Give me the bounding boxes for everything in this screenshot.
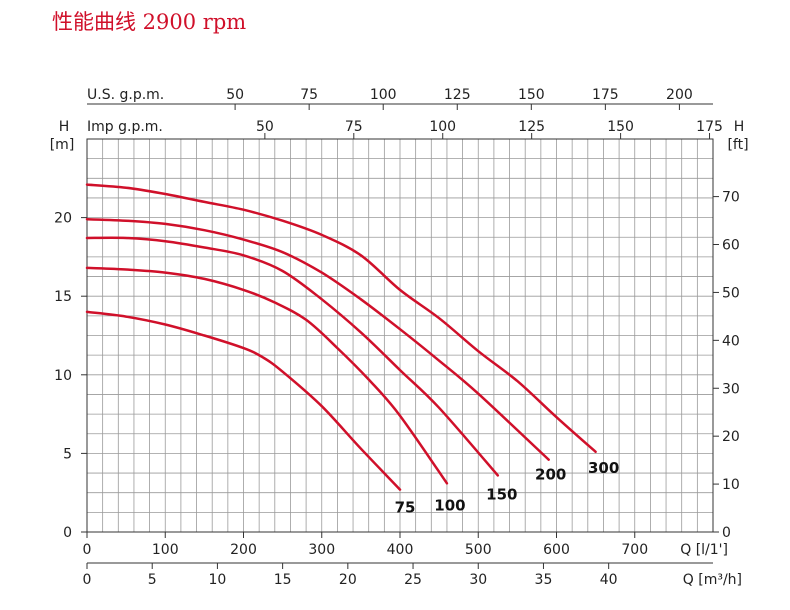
y2-tick-label: 30 [722, 381, 740, 397]
imp-gpm-tick-label: 50 [256, 119, 274, 135]
us-gpm-tick-label: 150 [518, 87, 545, 103]
curve-label-100: 100 [434, 496, 465, 514]
x2-tick-label: 40 [600, 572, 618, 588]
y2-tick-label: 60 [722, 238, 740, 254]
imp-gpm-tick-label: 175 [696, 119, 723, 135]
y-axis-unit-right: [ft] [727, 137, 748, 153]
y-axis-label-right: H [734, 119, 745, 135]
us-gpm-axis-label: U.S. g.p.m. [87, 87, 164, 103]
us-gpm-tick-label: 50 [226, 87, 244, 103]
chart-curves [85, 183, 597, 491]
imp-gpm-tick-label: 100 [429, 119, 456, 135]
imp-gpm-tick-label: 150 [607, 119, 634, 135]
y-tick-label: 5 [63, 446, 72, 462]
x2-tick-label: 25 [404, 572, 422, 588]
y-axis-label-left: H [59, 119, 70, 135]
us-gpm-tick-label: 100 [370, 87, 397, 103]
y-axis-unit-left: [m] [50, 137, 75, 153]
curve-150 [85, 236, 500, 477]
y-tick-label: 10 [54, 368, 72, 384]
x-tick-label: 500 [465, 542, 492, 558]
x-tick-label: 700 [621, 542, 648, 558]
chart-title: 性能曲线 2900 rpm [52, 10, 247, 34]
x-tick-label: 300 [308, 542, 335, 558]
x2-tick-label: 35 [535, 572, 553, 588]
y2-tick-label: 50 [722, 285, 740, 301]
curve-200 [85, 217, 550, 461]
chart-labels: 75 100 150 200 300 [395, 459, 620, 517]
x2-tick-label: 10 [209, 572, 227, 588]
us-gpm-tick-label: 125 [444, 87, 471, 103]
curve-75 [85, 310, 402, 491]
x2-tick-label: 15 [274, 572, 292, 588]
x2-tick-label: 30 [469, 572, 487, 588]
x2-tick-label: 20 [339, 572, 357, 588]
us-gpm-tick-label: 200 [666, 87, 693, 103]
imp-gpm-tick-label: 75 [345, 119, 363, 135]
chart-axes: 0 100 200 300 400 500 600 700 Q [l/1']0 5 10 15 20 25… [50, 87, 749, 588]
x-tick-label: 400 [387, 542, 414, 558]
curve-label-75: 75 [395, 499, 416, 517]
y2-tick-label: 0 [722, 525, 731, 541]
imp-gpm-tick-label: 125 [518, 119, 545, 135]
us-gpm-tick-label: 75 [300, 87, 318, 103]
x-tick-label: 0 [83, 542, 92, 558]
y-tick-label: 15 [54, 289, 72, 305]
y-tick-label: 0 [63, 525, 72, 541]
y2-tick-label: 70 [722, 190, 740, 206]
y2-tick-label: 40 [722, 333, 740, 349]
imp-gpm-axis-label: Imp g.p.m. [87, 119, 163, 135]
x-tick-label: 600 [543, 542, 570, 558]
curve-300 [85, 183, 597, 454]
y-tick-label: 20 [54, 211, 72, 227]
curve-label-300: 300 [588, 459, 619, 477]
x2-axis-label: Q [m³/h] [683, 572, 742, 588]
curve-label-200: 200 [535, 466, 566, 484]
us-gpm-tick-label: 175 [592, 87, 619, 103]
curve-label-150: 150 [486, 485, 517, 503]
y2-tick-label: 20 [722, 429, 740, 445]
x2-tick-label: 0 [83, 572, 92, 588]
x-tick-label: 200 [230, 542, 257, 558]
curve-100 [85, 266, 449, 485]
x2-tick-label: 5 [148, 572, 157, 588]
x-tick-label: 100 [152, 542, 179, 558]
x-axis-label: Q [l/1'] [680, 542, 728, 558]
y2-tick-label: 10 [722, 477, 740, 493]
